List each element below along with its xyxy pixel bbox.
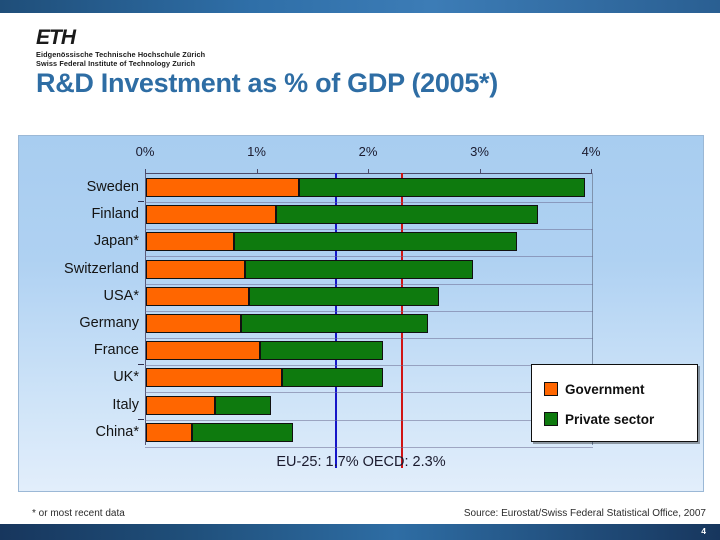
x-axis-tick-label: 3% bbox=[470, 144, 489, 159]
bar-sweden[interactable] bbox=[146, 178, 586, 197]
bar-segment-privatesector[interactable] bbox=[276, 205, 539, 225]
category-separator bbox=[145, 365, 593, 367]
legend-swatch-icon bbox=[544, 412, 558, 426]
category-label-china: China* bbox=[95, 423, 139, 440]
eth-logo: ETH Eidgenössische Technische Hochschule… bbox=[36, 26, 336, 68]
eth-wordmark: ETH bbox=[36, 26, 76, 49]
category-label-japan: Japan* bbox=[93, 233, 139, 250]
y-axis-category-labels: Sweden Finland Japan* Switzerland USA* German… bbox=[19, 173, 139, 445]
x-axis-tick bbox=[479, 169, 481, 174]
legend-label: Government bbox=[565, 381, 645, 397]
x-axis-tick-labels: 0% 1% 2% 3% 4% bbox=[19, 144, 703, 166]
x-axis-tick bbox=[591, 169, 592, 174]
bar-segment-government[interactable] bbox=[146, 395, 216, 415]
x-axis-tick-label: 1% bbox=[247, 144, 266, 159]
plot-area bbox=[145, 169, 593, 468]
bar-finland[interactable] bbox=[146, 205, 539, 225]
x-axis-tick bbox=[256, 169, 258, 174]
bottom-decorative-band bbox=[0, 524, 720, 540]
footnote-text: * or most recent data bbox=[32, 508, 125, 519]
bar-segment-government[interactable] bbox=[146, 232, 235, 252]
bar-italy[interactable] bbox=[146, 395, 271, 415]
bar-china[interactable] bbox=[146, 422, 294, 442]
plot-right-border bbox=[592, 173, 593, 445]
category-separator bbox=[145, 392, 593, 394]
chart-container: 0% 1% 2% 3% 4% Sweden Finland Japan* Switzerlan… bbox=[18, 135, 704, 492]
bar-segment-government[interactable] bbox=[146, 178, 299, 197]
category-separator bbox=[145, 283, 593, 285]
bar-usa[interactable] bbox=[146, 286, 440, 306]
bar-segment-government[interactable] bbox=[146, 259, 246, 279]
legend-swatch-icon bbox=[544, 382, 558, 396]
slide-number: 4 bbox=[701, 526, 706, 536]
bar-switzerland[interactable] bbox=[146, 259, 473, 279]
category-label-finland: Finland bbox=[91, 206, 139, 223]
bar-segment-government[interactable] bbox=[146, 368, 283, 388]
category-separator bbox=[145, 202, 593, 203]
bar-uk[interactable] bbox=[146, 368, 384, 388]
chart-annotation: EU-25: 1.7% OECD: 2.3% bbox=[276, 454, 446, 470]
x-axis-tick-label: 2% bbox=[358, 144, 378, 159]
x-axis-tick-label: 0% bbox=[135, 144, 155, 159]
category-separator bbox=[145, 446, 593, 448]
category-separator bbox=[145, 338, 593, 339]
bar-segment-privatesector[interactable] bbox=[259, 341, 384, 361]
legend-item-government[interactable]: Government bbox=[544, 381, 645, 397]
category-label-italy: Italy bbox=[112, 396, 139, 413]
category-label-france: France bbox=[93, 342, 139, 359]
page-title: R&D Investment as % of GDP (2005*) bbox=[36, 68, 498, 98]
category-label-germany: Germany bbox=[79, 315, 139, 331]
bar-segment-privatesector[interactable] bbox=[215, 395, 271, 415]
plot-y-axis bbox=[145, 173, 146, 445]
bar-segment-government[interactable] bbox=[146, 341, 260, 361]
plot-top-axis bbox=[145, 173, 593, 174]
bar-france[interactable] bbox=[146, 341, 384, 361]
x-axis-tick bbox=[368, 169, 369, 174]
bar-segment-privatesector[interactable] bbox=[245, 259, 473, 279]
category-label-usa: USA* bbox=[103, 287, 139, 304]
y-axis-tick bbox=[138, 201, 144, 203]
bar-segment-government[interactable] bbox=[146, 422, 192, 442]
legend-item-privatesector[interactable]: Private sector bbox=[544, 411, 654, 427]
category-label-uk: UK* bbox=[113, 369, 139, 386]
bar-segment-government[interactable] bbox=[146, 205, 277, 225]
y-axis-tick bbox=[138, 364, 144, 366]
category-label-sweden: Sweden bbox=[86, 179, 139, 195]
bar-segment-privatesector[interactable] bbox=[240, 314, 429, 333]
bar-japan[interactable] bbox=[146, 232, 518, 252]
y-axis-tick bbox=[138, 418, 144, 420]
eth-logo-subtitle-english: Swiss Federal Institute of Technology Zu… bbox=[36, 59, 196, 68]
x-axis-tick-label: 4% bbox=[581, 144, 601, 159]
category-separator bbox=[145, 229, 593, 231]
bar-segment-privatesector[interactable] bbox=[234, 232, 518, 252]
x-axis-tick bbox=[145, 169, 146, 174]
top-decorative-band bbox=[0, 0, 720, 13]
source-text: Source: Eurostat/Swiss Federal Statistic… bbox=[463, 508, 706, 519]
category-label-switzerland: Switzerland bbox=[64, 260, 139, 277]
bar-segment-privatesector[interactable] bbox=[191, 422, 294, 442]
bar-segment-privatesector[interactable] bbox=[282, 368, 384, 388]
legend-label: Private sector bbox=[565, 411, 655, 427]
category-separator bbox=[145, 310, 593, 312]
eth-logo-subtitle-german: Eidgenössische Technische Hochschule Zür… bbox=[36, 50, 206, 59]
bar-segment-government[interactable] bbox=[146, 286, 249, 306]
category-separator bbox=[145, 419, 593, 421]
bar-segment-privatesector[interactable] bbox=[248, 286, 440, 306]
bar-segment-government[interactable] bbox=[146, 314, 241, 333]
chart-legend: Government Private sector bbox=[531, 364, 698, 442]
bar-segment-privatesector[interactable] bbox=[298, 178, 586, 197]
bar-germany[interactable] bbox=[146, 314, 429, 333]
category-separator bbox=[145, 256, 593, 258]
